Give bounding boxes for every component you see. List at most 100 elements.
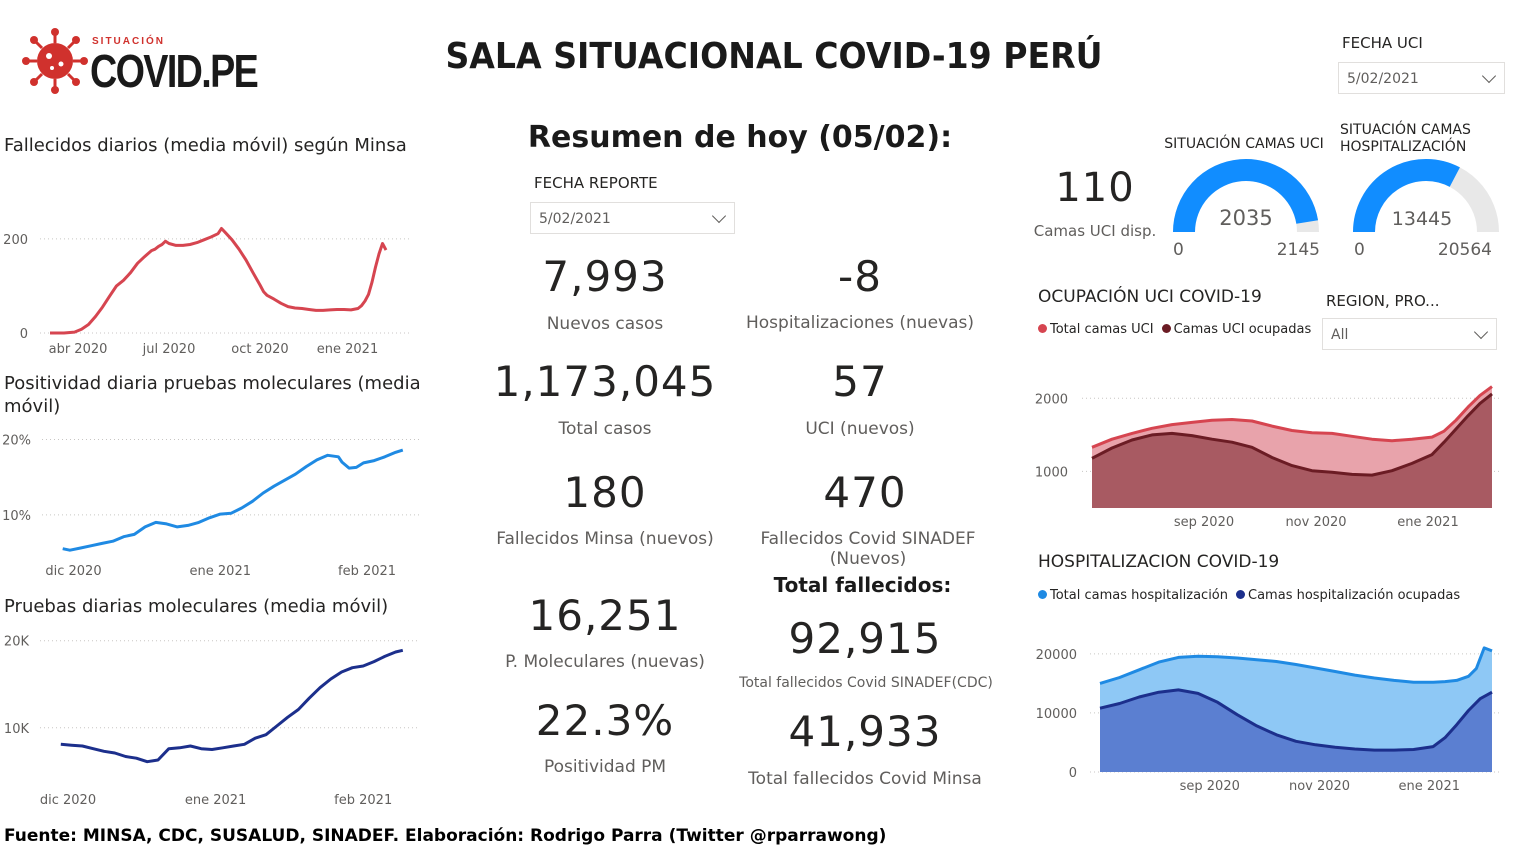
- gauge-fill: [1173, 159, 1319, 233]
- x-tick-label: jul 2020: [142, 342, 196, 357]
- fecha-uci-label: FECHA UCI: [1342, 34, 1423, 52]
- gauge-uci: [1173, 159, 1319, 233]
- legend-label: Total camas UCI: [1050, 322, 1154, 337]
- hosp-chart-title: HOSPITALIZACION COVID-19: [1038, 552, 1280, 572]
- fecha-reporte-dropdown[interactable]: 5/02/2021: [530, 202, 735, 234]
- logo: [22, 26, 242, 98]
- legend-item-ocupadas-hosp: Camas hospitalización ocupadas: [1236, 588, 1460, 603]
- series-line: [1091, 385, 1493, 449]
- kpi-total-minsa-label: Total fallecidos Covid Minsa: [748, 769, 982, 789]
- kpi-hospitalizaciones-label: Hospitalizaciones (nuevas): [746, 313, 974, 333]
- x-tick-label: ene 2021: [185, 793, 246, 808]
- gauge-fill: [1353, 159, 1460, 233]
- y-tick-label: 200: [3, 233, 28, 248]
- legend-label: Total camas hospitalización: [1050, 588, 1229, 603]
- fecha-uci-value: 5/02/2021: [1347, 71, 1419, 87]
- gauge-hosp: [1353, 159, 1499, 233]
- virus-icon: [22, 28, 88, 94]
- legend-dot: [1038, 590, 1047, 599]
- region-label: REGION, PRO...: [1326, 292, 1440, 310]
- kpi-camas-uci-value: 110: [1055, 165, 1135, 211]
- x-tick-label: sep 2020: [1180, 779, 1240, 794]
- chevron-down-icon: [711, 208, 727, 224]
- x-tick-label: nov 2020: [1285, 515, 1346, 530]
- kpi-positividad-label: Positividad PM: [543, 757, 667, 777]
- x-tick-label: feb 2021: [334, 793, 392, 808]
- chart-title-fallecidos: Fallecidos diarios (media móvil) según M…: [4, 135, 407, 156]
- kpi-positividad-value: 22.3%: [535, 696, 675, 745]
- x-tick-label: ene 2021: [1399, 779, 1460, 794]
- series-line: [62, 448, 404, 552]
- y-tick-label: 20K: [4, 635, 30, 650]
- legend-item-total-hosp: Total camas hospitalización: [1038, 588, 1228, 603]
- chart-pruebas: 10K 20K dic 2020 ene 2021 feb 2021: [4, 635, 420, 808]
- total-fallecidos-title: Total fallecidos:: [773, 573, 952, 597]
- gauge-uci-max: 2145: [1276, 240, 1320, 260]
- page-title: SALA SITUACIONAL COVID-19 PERÚ: [445, 36, 1103, 77]
- logo-small-text: SITUACIÓN: [92, 36, 165, 47]
- uci-legend: Total camas UCI Camas UCI ocupadas: [1038, 322, 1311, 337]
- kpi-fallecidos-sinadef-label: Fallecidos Covid SINADEF (Nuevos): [760, 529, 976, 569]
- y-tick-label: 10%: [2, 509, 31, 524]
- x-tick-label: oct 2020: [231, 342, 288, 357]
- region-dropdown[interactable]: All: [1322, 318, 1497, 350]
- y-tick-label: 10K: [4, 722, 30, 737]
- kpi-hospitalizaciones-value: -8: [838, 252, 882, 301]
- chart-positividad: 10% 20% dic 2020 ene 2021 feb 2021: [2, 434, 420, 579]
- x-tick-label: ene 2021: [190, 564, 251, 579]
- x-tick-label: ene 2021: [317, 342, 378, 357]
- series-line: [1099, 688, 1493, 752]
- y-tick-label: 2000: [1035, 392, 1068, 407]
- y-tick-label: 10000: [1036, 707, 1077, 722]
- gauge-hosp-max: 20564: [1437, 240, 1492, 260]
- kpi-fallecidos-minsa-label: Fallecidos Minsa (nuevos): [496, 529, 714, 549]
- chart-uci: 1000 2000 sep 2020 nov 2020 ene 2021: [1035, 385, 1500, 530]
- logo-big-text: COVID.PE: [90, 45, 259, 97]
- gauge-uci-value: 2035: [1219, 206, 1273, 230]
- chart-title-positividad: Positividad diaria pruebas moleculares (…: [4, 373, 421, 417]
- legend-label: Camas UCI ocupadas: [1173, 322, 1312, 337]
- legend-dot: [1236, 590, 1246, 599]
- fecha-reporte-value: 5/02/2021: [539, 211, 611, 227]
- legend-label: Camas hospitalización ocupadas: [1248, 588, 1461, 603]
- x-tick-label: feb 2021: [338, 564, 396, 579]
- x-tick-label: abr 2020: [49, 342, 108, 357]
- gauge-hosp-title-1: SITUACIÓN CAMAS: [1340, 122, 1471, 138]
- y-tick-label: 0: [1069, 766, 1077, 781]
- fecha-uci-dropdown[interactable]: 5/02/2021: [1338, 62, 1505, 94]
- x-tick-label: ene 2021: [1397, 515, 1458, 530]
- legend-dot: [1038, 324, 1047, 333]
- series-line: [1099, 646, 1493, 685]
- gauge-uci-min: 0: [1173, 240, 1184, 260]
- kpi-total-minsa-value: 41,933: [788, 707, 942, 756]
- kpi-total-casos-value: 1,173,045: [493, 357, 717, 406]
- y-tick-label: 0: [20, 327, 28, 342]
- series-line: [1091, 392, 1493, 477]
- kpi-uci-nuevos-value: 57: [832, 357, 888, 406]
- kpi-fallecidos-minsa-value: 180: [563, 468, 647, 517]
- gauge-hosp-title: SITUACIÓN CAMAS HOSPITALIZACIÓN: [1340, 122, 1471, 156]
- kpi-p-moleculares-value: 16,251: [528, 591, 682, 640]
- gauge-hosp-title-2: HOSPITALIZACIÓN: [1340, 139, 1467, 155]
- kpi-p-moleculares-label: P. Moleculares (nuevas): [505, 652, 705, 672]
- series-line: [50, 227, 388, 335]
- kpi-fallecidos-sinadef-value: 470: [823, 468, 907, 517]
- footer-source: Fuente: MINSA, CDC, SUSALUD, SINADEF. El…: [4, 826, 887, 846]
- y-tick-label: 20000: [1036, 648, 1077, 663]
- legend-item-ocupadas-uci: Camas UCI ocupadas: [1161, 322, 1312, 337]
- kpi-camas-uci-label: Camas UCI disp.: [1033, 222, 1157, 240]
- y-tick-label: 1000: [1035, 465, 1068, 480]
- resumen-title: Resumen de hoy (05/02):: [527, 120, 953, 155]
- kpi-total-sinadef-label: Total fallecidos Covid SINADEF(CDC): [739, 675, 993, 691]
- uci-chart-title: OCUPACIÓN UCI COVID-19: [1038, 287, 1262, 307]
- kpi-nuevos-casos-label: Nuevos casos: [546, 314, 664, 334]
- kpi-total-casos-label: Total casos: [558, 419, 652, 439]
- chart-title-pruebas: Pruebas diarias moleculares (media móvil…: [4, 596, 389, 617]
- chevron-down-icon: [1473, 324, 1489, 340]
- kpi-uci-nuevos-label: UCI (nuevos): [805, 419, 915, 439]
- y-tick-label: 20%: [2, 434, 31, 449]
- series-line: [60, 648, 404, 764]
- series-area: [1092, 393, 1492, 508]
- chart-fallecidos: 0 200 abr 2020 jul 2020 oct 2020 ene 2021: [3, 227, 410, 357]
- kpi-total-sinadef-value: 92,915: [788, 614, 942, 663]
